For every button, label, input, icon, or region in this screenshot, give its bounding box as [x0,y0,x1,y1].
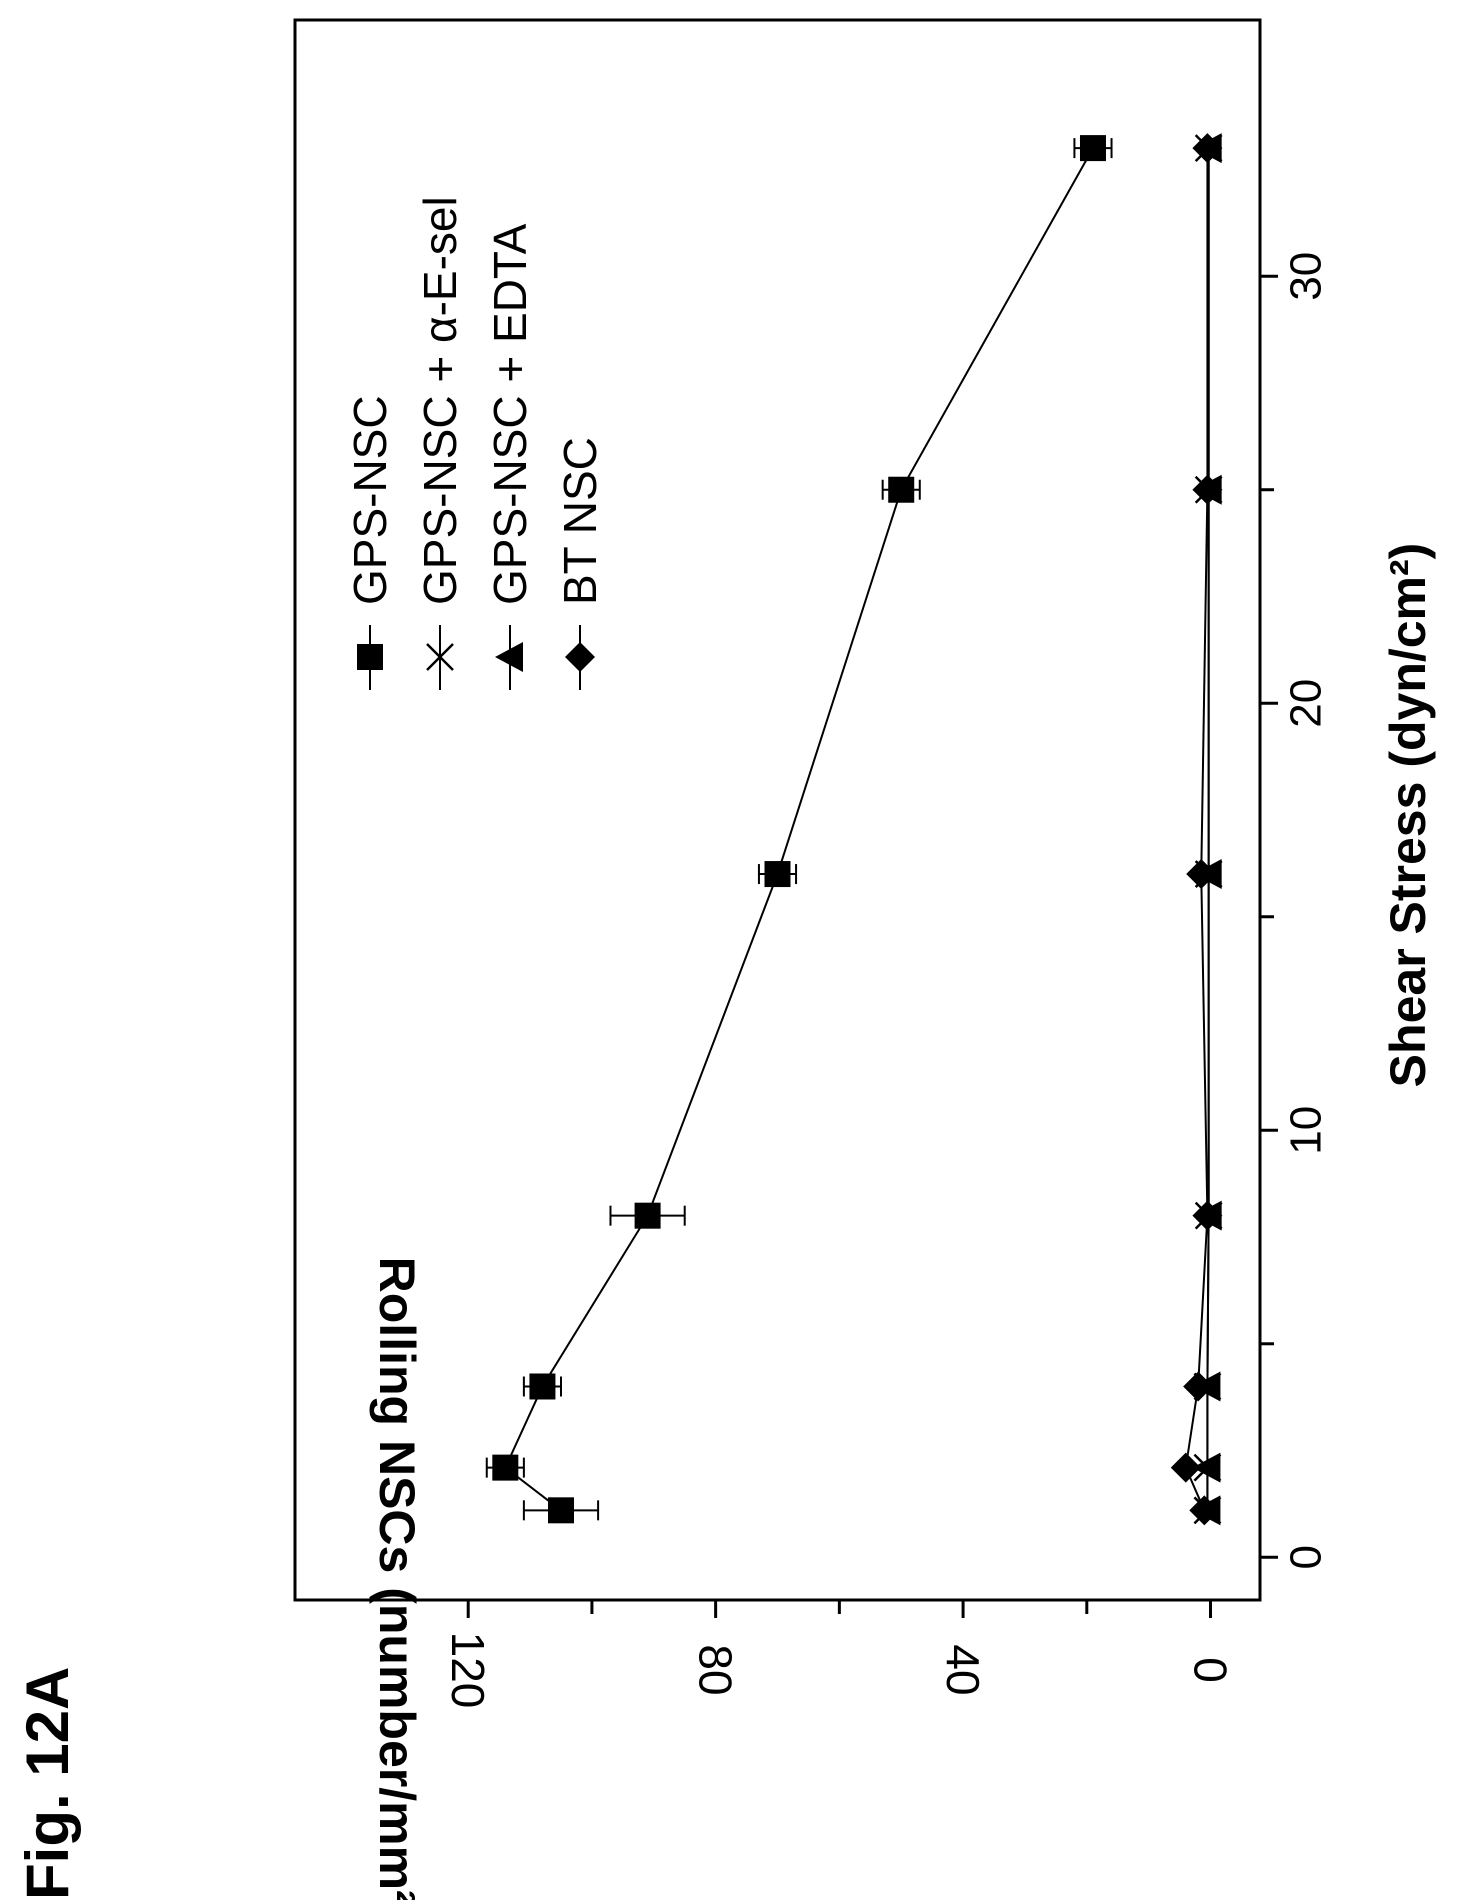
x-tick-label: 0 [1281,1545,1330,1569]
x-tick-label: 30 [1281,252,1330,301]
x-tick-label: 10 [1281,1106,1330,1155]
y-tick-label: 40 [937,1644,989,1695]
data-point-square [764,861,791,888]
legend-label: GPS-NSC + EDTA [484,223,536,605]
x-marker-stroke [426,643,454,671]
x-axis-title: Shear Stress (dyn/cm²) [1380,543,1436,1088]
legend-key-diamond [565,642,595,672]
data-point-diamond [1189,1495,1220,1526]
data-point-triangle [1192,1452,1221,1483]
legend-label: GPS-NSC [344,395,396,605]
data-point-diamond [1192,474,1223,505]
legend-label: GPS-NSC + α-E-sel [414,196,466,605]
series-lines [504,147,1210,1512]
data-point-square [529,1373,556,1400]
y-axis-title: Rolling NSCs (number/mm²) [369,1257,425,1900]
data-point-square [1079,135,1106,162]
y-tick-label: 80 [690,1644,742,1695]
data-point-diamond [1183,1371,1214,1402]
legend: GPS-NSC GPS-NSC + α-E-sel GPS-NSC + EDTA BT… [344,196,606,690]
series-line-0 [504,147,1094,1512]
data-point-diamond [1192,133,1223,164]
figure-label: Fig. 12A [14,1667,81,1900]
series-markers [485,133,1223,1526]
legend-key-square [357,644,383,670]
series-line-3 [1184,148,1209,1511]
data-point-square [492,1454,519,1481]
legend-key-triangle [495,642,523,672]
data-point-square [888,476,915,503]
data-point-square [634,1202,661,1229]
axes-group: 0 10 20 30 0 40 80 120 [442,252,1330,1709]
x-tick-label: 20 [1281,679,1330,728]
y-tick-label: 0 [1184,1657,1236,1683]
legend-label: BT NSC [554,437,606,605]
data-point-square [547,1497,574,1524]
plot-frame [293,18,1262,1602]
data-point-diamond [1170,1452,1201,1483]
data-point-diamond [1186,859,1217,890]
data-point-diamond [1192,1200,1223,1231]
y-tick-label: 120 [442,1632,494,1709]
legend-key-x [426,643,454,671]
